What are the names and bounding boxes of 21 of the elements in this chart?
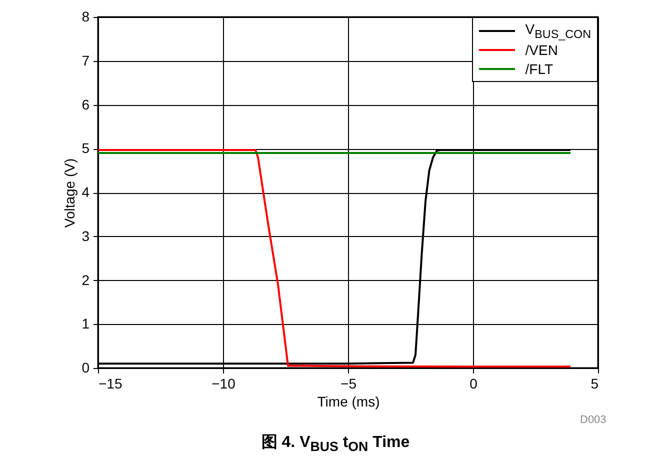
y-tick-label: 2 [82,272,90,288]
legend-label: /FLT [525,60,554,76]
y-tick-label: 0 [82,360,90,376]
y-tick-label: 4 [82,184,90,200]
legend-label: /VEN [525,42,558,58]
y-tick-label: 3 [82,228,90,244]
y-tick-label: 8 [82,8,90,24]
x-tick-label: −10 [212,376,236,392]
y-axis-title: Voltage (V) [62,158,78,228]
x-tick-label: 0 [470,376,478,392]
x-axis-title: Time (ms) [317,394,380,410]
x-tick-label: 5 [590,376,599,392]
x-tick-label: −5 [340,376,357,392]
y-tick-label: 6 [82,96,90,112]
x-tick-label: −15 [98,376,122,392]
y-tick-label: 7 [82,52,90,68]
y-tick-label: 5 [82,140,90,156]
text: 图 4. V$_{BUS}$ t$_{ON}$ Time [260,433,411,454]
text: D003 [580,414,606,426]
legend-label: V$_{BUS_CON}$ [525,20,591,40]
y-tick-label: 1 [82,316,90,332]
